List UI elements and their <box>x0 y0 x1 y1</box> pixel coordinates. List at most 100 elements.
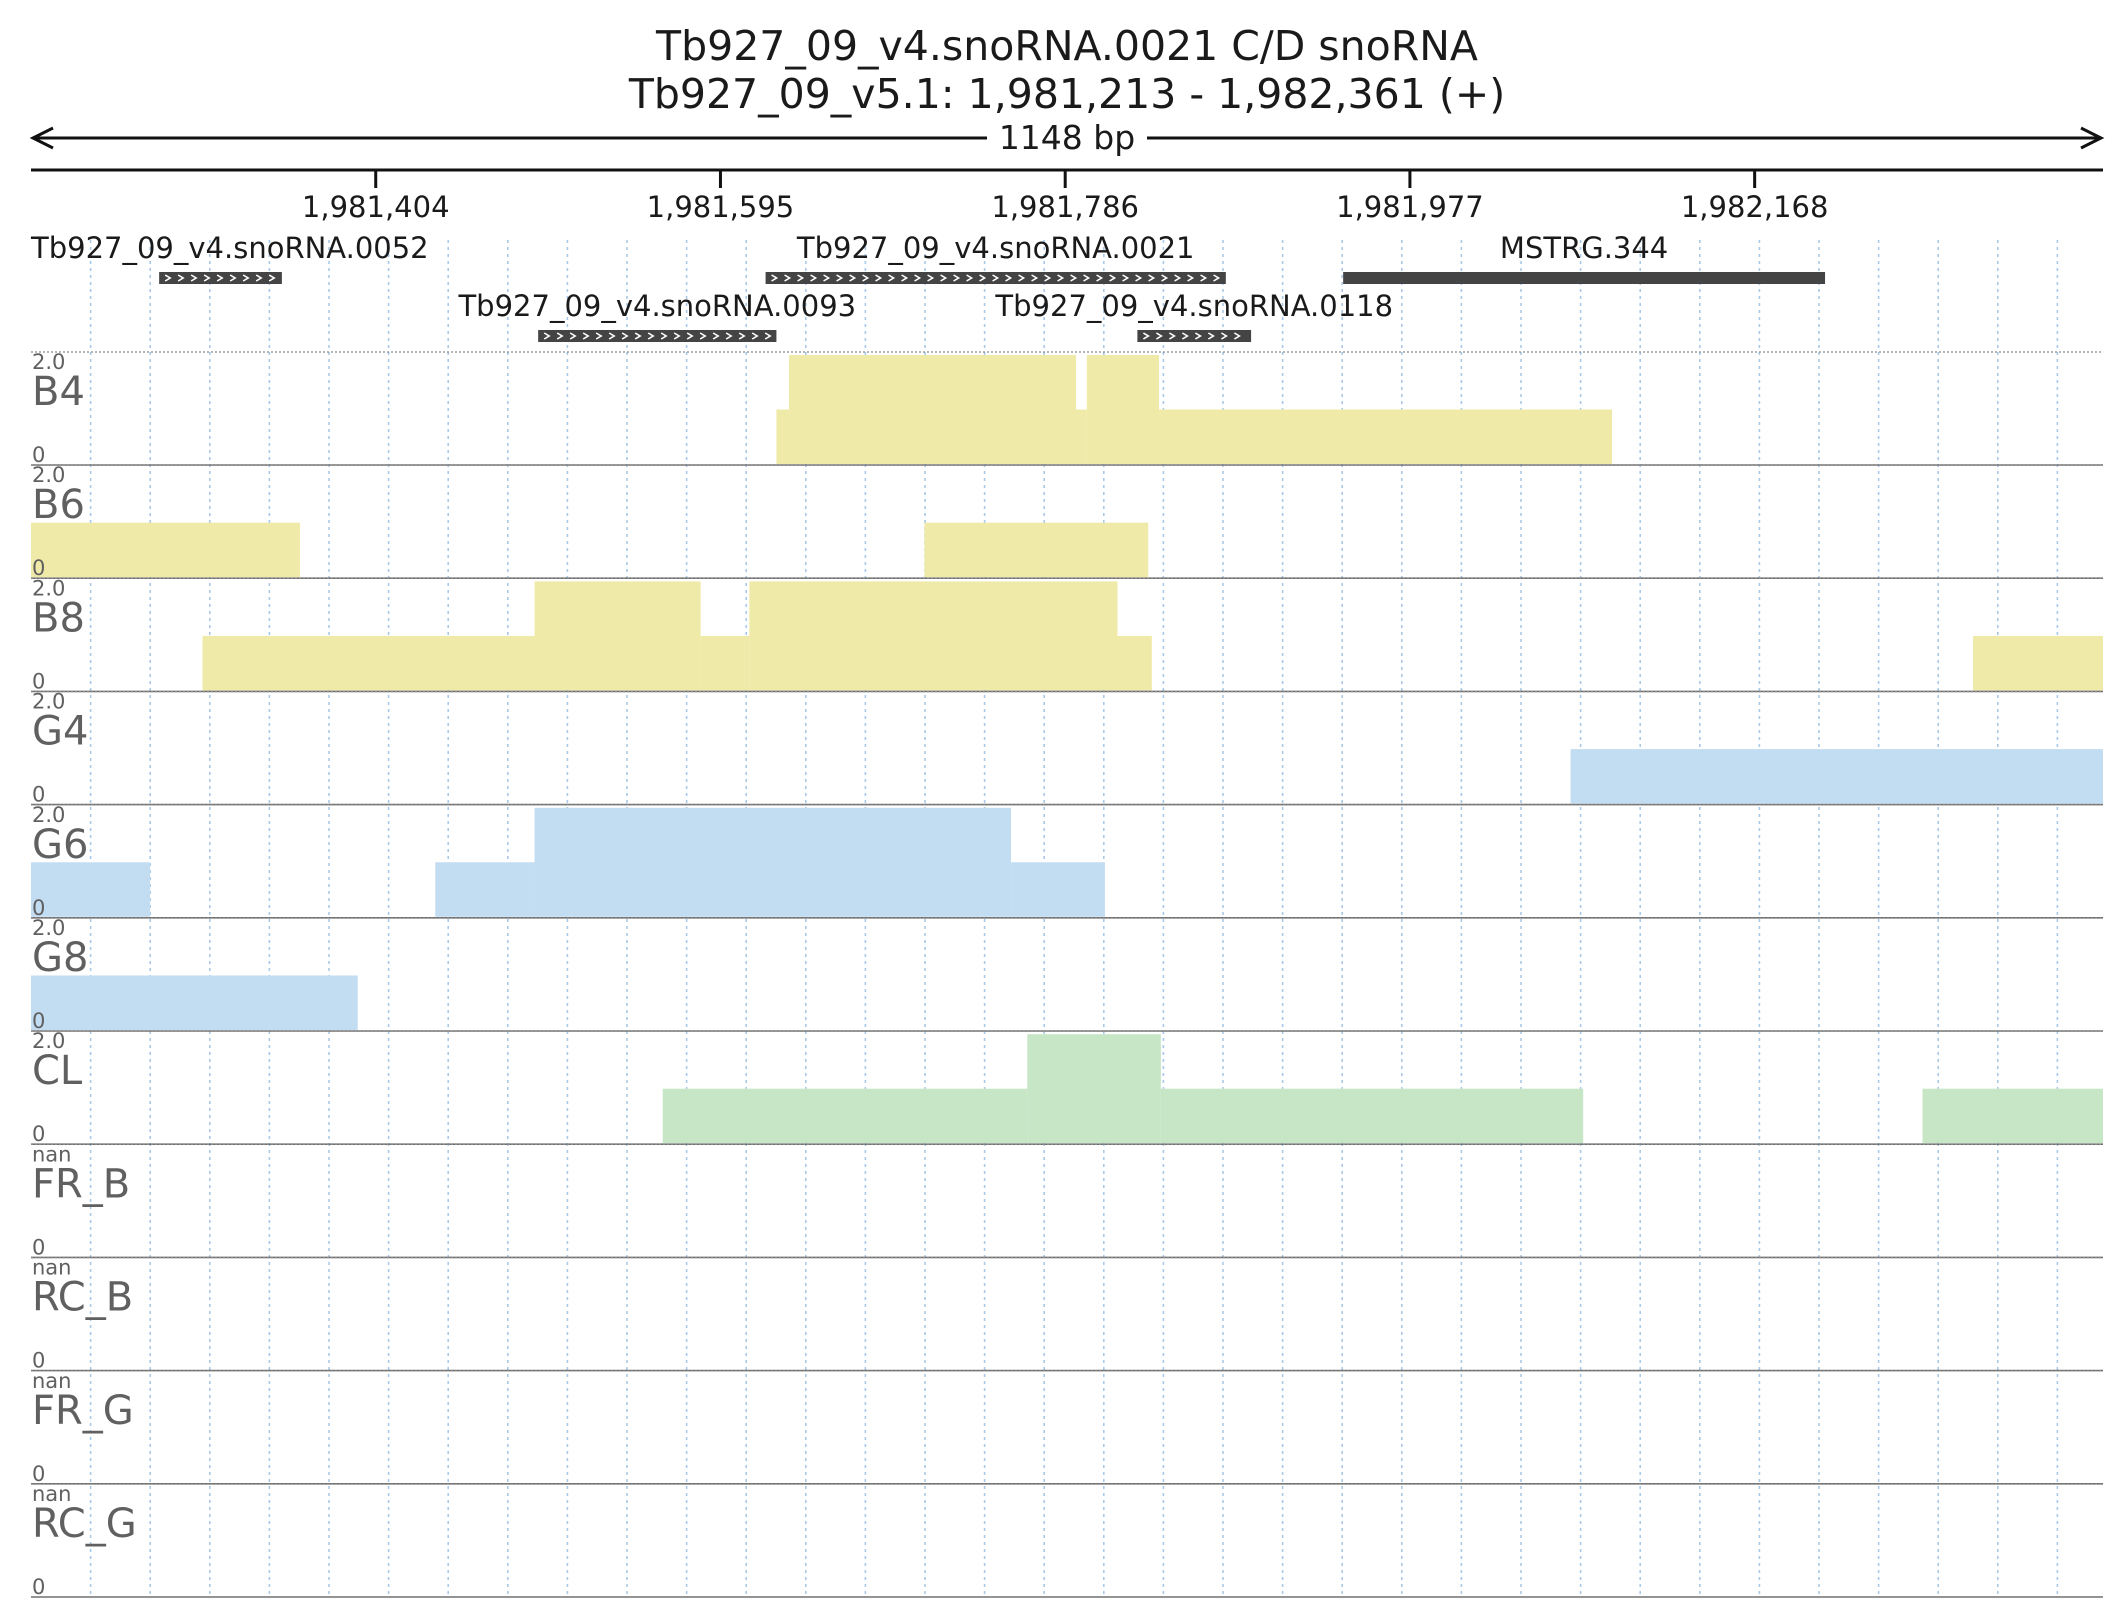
length-label: 1148 bp <box>999 118 1135 157</box>
coverage-bar <box>534 581 701 691</box>
strand-arrow <box>595 332 603 340</box>
gene-track: Tb927_09_v4.snoRNA.0052 Tb927_09_v4.snoRN… <box>30 231 1826 342</box>
track-g4: 2.0G4 0 <box>31 690 2103 807</box>
track-ymax-label: 2.0 <box>32 1029 65 1053</box>
strand-arrow <box>875 274 883 282</box>
strand-arrow <box>634 332 642 340</box>
strand-arrow <box>660 332 668 340</box>
strand-arrow <box>621 332 629 340</box>
track-ymin-label: 0 <box>32 443 45 467</box>
strand-arrow <box>797 274 805 282</box>
strand-arrow <box>810 274 818 282</box>
coverage-bar <box>749 581 1118 691</box>
track-name-label: FR_G <box>32 1388 134 1434</box>
strand-arrow <box>686 332 694 340</box>
strand-arrow <box>203 274 211 282</box>
gene-label: Tb927_09_v4.snoRNA.0118 <box>994 289 1393 323</box>
track-b6: 2.0B6 0 <box>31 463 2103 580</box>
strand-arrow <box>556 332 564 340</box>
coverage-bar <box>1570 749 2103 804</box>
coverage-bar <box>31 522 300 578</box>
strand-arrow <box>1207 332 1215 340</box>
strand-arrow <box>966 274 974 282</box>
strand-arrow <box>1233 332 1241 340</box>
strand-arrow <box>699 332 707 340</box>
track-ymax-label: nan <box>32 1482 72 1506</box>
strand-arrow <box>1155 332 1163 340</box>
strand-arrow <box>673 332 681 340</box>
track-ymin-label: 0 <box>32 1349 45 1373</box>
track-ymax-label: 2.0 <box>32 350 65 374</box>
strand-arrow <box>1200 274 1208 282</box>
strand-arrow <box>1194 332 1202 340</box>
strand-arrow <box>888 274 896 282</box>
strand-arrow <box>242 274 250 282</box>
strand-arrow <box>177 274 185 282</box>
axis-tick-label: 1,981,595 <box>647 190 795 224</box>
strand-arrow <box>836 274 844 282</box>
strand-arrow <box>823 274 831 282</box>
track-name-label: FR_B <box>32 1161 130 1207</box>
track-ymax-label: nan <box>32 1142 72 1166</box>
coverage-tracks: 2.0B402.0B602.0B802.0G402.0G602.0G802.0C… <box>31 350 2103 1599</box>
strand-arrow <box>1213 274 1221 282</box>
strand-arrow <box>1181 332 1189 340</box>
track-ymin-label: 0 <box>32 1235 45 1259</box>
coverage-bar <box>202 635 535 691</box>
track-ymin-label: 0 <box>32 783 45 807</box>
x-axis: 1,981,404 1,981,595 1,981,786 1,981,977 1,98… <box>31 168 2103 224</box>
track-name-label: B4 <box>32 369 85 415</box>
strand-arrow <box>784 274 792 282</box>
axis-tick-label: 1,981,977 <box>1336 190 1484 224</box>
axis-tick-label: 1,981,404 <box>302 190 450 224</box>
track-ymin-label: 0 <box>32 896 45 920</box>
coverage-bar <box>1973 635 2103 691</box>
track-ymax-label: 2.0 <box>32 690 65 714</box>
strand-arrow <box>979 274 987 282</box>
coverage-bar <box>1922 1088 2103 1144</box>
track-ymin-label: 0 <box>32 556 45 580</box>
track-ymax-label: 2.0 <box>32 463 65 487</box>
strand-arrow <box>1044 274 1052 282</box>
gene-bar <box>1343 272 1826 284</box>
chart-title: Tb927_09_v4.snoRNA.0021 C/D snoRNA <box>655 22 1478 70</box>
track-name-label: G4 <box>32 709 88 755</box>
strand-arrow <box>992 274 1000 282</box>
gene-label: Tb927_09_v4.snoRNA.0052 <box>30 231 429 265</box>
chart-subtitle: Tb927_09_v5.1: 1,981,213 - 1,982,361 (+) <box>628 70 1505 118</box>
track-ymin-label: 0 <box>32 1462 45 1486</box>
coverage-bar <box>1160 1088 1584 1144</box>
strand-arrow <box>751 332 759 340</box>
track-name-label: G6 <box>32 822 88 868</box>
strand-arrow <box>1005 274 1013 282</box>
gene-bar <box>1137 330 1252 342</box>
strand-arrow <box>268 274 276 282</box>
coverage-bar <box>1117 635 1152 691</box>
track-ymin-label: 0 <box>32 1575 45 1599</box>
strand-arrow <box>901 274 909 282</box>
track-ymin-label: 0 <box>32 1009 45 1033</box>
strand-arrow <box>862 274 870 282</box>
track-name-label: B6 <box>32 482 85 528</box>
strand-arrow <box>1057 274 1065 282</box>
coverage-bar <box>1086 355 1160 464</box>
track-ymax-label: 2.0 <box>32 803 65 827</box>
strand-arrow <box>1135 274 1143 282</box>
axis-tick-label: 1,981,786 <box>991 190 1139 224</box>
coverage-bar <box>789 355 1077 464</box>
scale-arrow-left <box>29 126 54 150</box>
coverage-bar <box>1159 409 1613 464</box>
strand-arrow <box>849 274 857 282</box>
strand-arrow <box>647 332 655 340</box>
strand-arrow <box>1070 274 1078 282</box>
strand-arrow <box>940 274 948 282</box>
scale-bar: 1148 bp <box>29 118 2105 157</box>
strand-arrow <box>1161 274 1169 282</box>
grid-lines <box>89 240 2059 1598</box>
track-name-label: G8 <box>32 935 88 981</box>
strand-arrow <box>543 332 551 340</box>
coverage-bar <box>31 862 151 917</box>
gene-label: Tb927_09_v4.snoRNA.0093 <box>457 289 856 323</box>
